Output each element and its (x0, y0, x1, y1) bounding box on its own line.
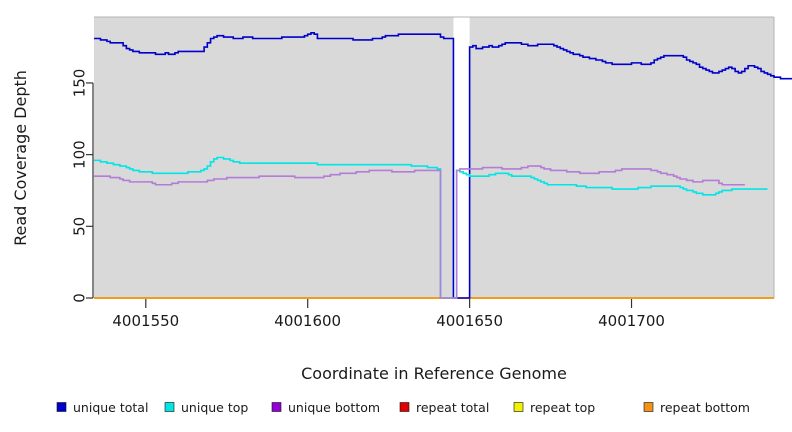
x-axis-ticks (145, 299, 633, 308)
legend-label-repeat-bottom[interactable]: repeat bottom (660, 400, 750, 415)
y-tick-label: 100 (71, 140, 89, 169)
legend-swatch-unique-bottom[interactable] (271, 402, 282, 412)
y-axis-title: Read Coverage Depth (11, 70, 30, 246)
y-axis-tick-labels: 0 50 100 150 (71, 69, 89, 303)
plot-area (94, 16, 792, 299)
legend-swatch-repeat-bottom[interactable] (643, 402, 654, 412)
legend-label-repeat-top[interactable]: repeat top (530, 400, 595, 415)
series-line-unique-total (94, 31, 792, 299)
y-axis: 0 50 100 150 (71, 69, 94, 303)
legend-label-repeat-total[interactable]: repeat total (416, 400, 489, 415)
chart-legend: unique total unique top unique bottom repea… (56, 400, 750, 415)
x-tick-label: 4001600 (274, 312, 341, 330)
x-axis-title: Coordinate in Reference Genome (301, 364, 567, 383)
plot-panel (94, 17, 774, 298)
legend-swatch-repeat-total[interactable] (399, 402, 410, 412)
x-axis-tick-labels: 4001550 4001600 4001650 4001700 (112, 312, 665, 330)
x-tick-label: 4001700 (598, 312, 665, 330)
legend-label-unique-top[interactable]: unique top (181, 400, 248, 415)
y-axis-ticks (86, 82, 93, 299)
x-axis: 4001550 4001600 4001650 4001700 (112, 299, 665, 330)
legend-swatch-unique-top[interactable] (164, 402, 175, 412)
legend-swatch-repeat-top[interactable] (513, 402, 524, 412)
series-layer (94, 31, 792, 299)
legend-label-unique-bottom[interactable]: unique bottom (288, 400, 380, 415)
y-tick-label: 50 (71, 217, 89, 236)
legend-label-unique-total[interactable]: unique total (73, 400, 148, 415)
y-tick-label: 150 (71, 69, 89, 98)
legend-swatch-unique-total[interactable] (56, 402, 67, 412)
series-line-unique-bottom (94, 165, 745, 299)
plot-panel-border (94, 16, 775, 298)
x-tick-label: 4001650 (436, 312, 503, 330)
coverage-gap-region (453, 17, 470, 298)
y-tick-label: 0 (71, 293, 89, 303)
x-tick-label: 4001550 (112, 312, 179, 330)
